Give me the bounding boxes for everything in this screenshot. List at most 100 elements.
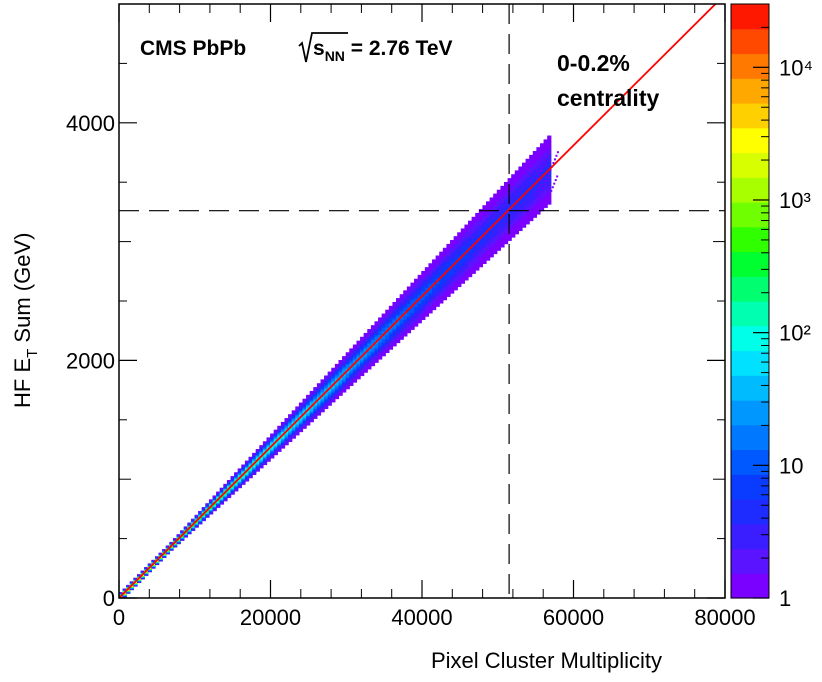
heatmap-cell [320,389,325,392]
heatmap-cell [399,337,404,340]
heatmap-cell [309,416,314,419]
heatmap-cell [464,272,469,276]
x-tick-label: 60000 [543,605,604,630]
heatmap-cell [352,356,358,359]
heatmap-cell [428,290,433,294]
heatmap-cell [349,375,354,378]
heatmap-cell [252,470,257,473]
heatmap-cell [388,327,394,331]
heatmap-cell [255,465,260,467]
heatmap-cell [223,496,228,498]
heatmap-cell [201,518,206,520]
heatmap-cell [356,345,361,349]
heatmap-cell [201,516,206,518]
heatmap-cell [331,389,336,392]
heatmap-cell [489,205,494,209]
heatmap-cell [478,211,484,215]
heatmap-cell [234,486,239,489]
heatmap-cell [259,445,264,447]
heatmap-cell [212,504,217,506]
heatmap-cell [216,502,221,504]
heatmap-cell [338,382,343,385]
heatmap-cell [553,158,556,161]
heatmap-cell [147,563,152,565]
heatmap-cell [460,273,466,277]
heatmap-cell [388,339,394,342]
heatmap-cell [208,512,214,514]
heatmap-cell [374,349,379,352]
heatmap-cell [471,219,476,223]
heatmap-cell [244,461,250,464]
fit-line [119,4,717,598]
heatmap-cell [273,448,278,451]
heatmap-cell [370,328,376,332]
heatmap-cell [475,218,480,222]
heatmap-cell [205,505,210,507]
heatmap-cell [532,211,537,215]
heatmap-cell [255,469,260,471]
heatmap-cell [464,267,469,271]
heatmap-cell [482,221,487,225]
heatmap-cell [446,258,451,262]
heatmap-cell [342,367,347,370]
heatmap-cell [273,452,278,455]
heatmap-cell [493,234,498,238]
heatmap-cell [331,381,336,384]
heatmap-cell [525,214,530,219]
heatmap-cell [356,351,361,354]
heatmap-cell [345,363,350,367]
heatmap-cell [493,201,498,206]
heatmap-cell [334,387,340,390]
heatmap-cell [536,210,541,215]
heatmap-cell [406,315,412,319]
heatmap-cell [356,368,361,371]
heatmap-cell [518,166,523,171]
heatmap-cell [518,172,523,176]
heatmap-cell [237,485,242,488]
heatmap-cell [255,461,260,463]
heatmap-cell [507,180,512,185]
heatmap-cell [536,150,541,154]
heatmap-cell [504,224,509,228]
heatmap-cell [277,443,282,445]
heatmap-cell [403,327,408,331]
heatmap-cell [280,440,286,443]
heatmap-cell [478,222,484,226]
x-tick-label: 20000 [240,605,301,630]
heatmap-cell [378,355,383,358]
heatmap-cell [280,443,286,446]
heatmap-cell [248,461,253,464]
heatmap-cell [334,374,340,378]
heatmap-cell [273,444,278,447]
heatmap-cell [493,209,498,214]
heatmap-cell [356,354,361,357]
heatmap-cell [432,279,437,283]
heatmap-cell [539,161,545,166]
heatmap-cell [248,470,253,472]
heatmap-cell [291,433,296,435]
heatmap-cell [334,389,340,392]
heatmap-cell [439,288,444,292]
heatmap-cell [464,234,469,238]
heatmap-cell [478,256,484,260]
heatmap-cell [327,388,332,391]
heatmap-cell [442,292,448,296]
heatmap-cell [374,358,379,362]
heatmap-cell [237,474,242,476]
heatmap-cell [216,503,221,506]
heatmap-cell [457,254,462,258]
heatmap-cell [316,391,322,394]
heatmap-cell [468,248,473,252]
heatmap-cell [511,217,516,221]
heatmap-cell [273,451,278,453]
heatmap-cell [532,151,537,155]
heatmap-cell [475,259,480,263]
heatmap-cell [555,154,558,157]
heatmap-cell [385,327,390,330]
heatmap-cell [539,204,545,209]
heatmap-cell [435,255,440,259]
heatmap-cell [475,225,480,230]
heatmap-cell [313,411,318,414]
heatmap-cell [342,387,347,390]
heatmap-cell [417,318,422,322]
